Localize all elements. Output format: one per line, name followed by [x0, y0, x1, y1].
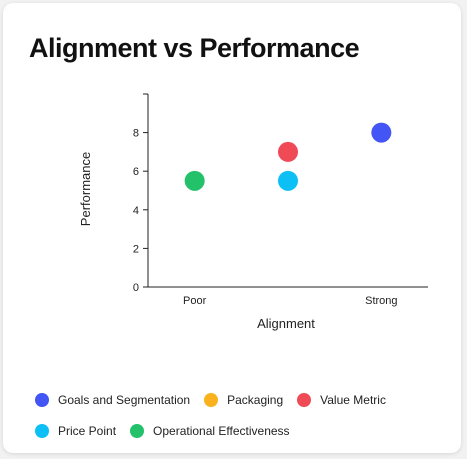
x-axis-title: Alignment: [257, 316, 315, 331]
y-tick-label: 0: [133, 282, 139, 294]
legend-swatch: [297, 392, 312, 407]
legend-label: Value Metric: [320, 392, 386, 407]
chart-legend: Goals and Segmentation Packaging Value Met…: [35, 389, 445, 441]
y-axis-title: Performance: [78, 152, 93, 226]
data-point: [278, 170, 298, 191]
legend-swatch: [130, 423, 145, 438]
legend-label: Operational Effectiveness: [153, 423, 290, 438]
legend-swatch: [35, 392, 49, 407]
legend-label: Packaging: [227, 392, 284, 407]
y-tick-label: 8: [133, 128, 139, 140]
legend-swatch: [204, 392, 219, 407]
legend-swatch: [35, 423, 49, 438]
y-tick-label: 4: [133, 205, 139, 217]
legend-item[interactable]: Operational Effectiveness: [130, 420, 290, 441]
y-tick-label: 2: [133, 243, 139, 255]
scatter-plot: 0 2 4 6 8 Poor Strong Alignment Performance: [78, 93, 428, 331]
legend-label: Goals and Segmentation: [58, 392, 191, 407]
legend-item[interactable]: Goals and Segmentation: [35, 389, 190, 410]
data-point: [371, 122, 392, 143]
x-tick-label: Poor: [183, 295, 207, 307]
chart-card: Alignment vs Performance 0 2 4 6 8 Poor Strong…: [3, 3, 461, 453]
x-tick-label: Strong: [365, 295, 397, 307]
legend-item[interactable]: Price Point: [35, 420, 116, 441]
axes: 0 2 4 6 8 Poor Strong: [133, 93, 428, 307]
legend-item[interactable]: Packaging: [204, 389, 283, 410]
data-point: [278, 141, 298, 162]
chart-title: Alignment vs Performance: [29, 33, 360, 63]
data-points: [184, 122, 392, 191]
legend-label: Price Point: [58, 423, 117, 438]
legend-item[interactable]: Value Metric: [297, 389, 386, 410]
data-point: [184, 170, 205, 191]
y-tick-label: 6: [133, 166, 139, 178]
